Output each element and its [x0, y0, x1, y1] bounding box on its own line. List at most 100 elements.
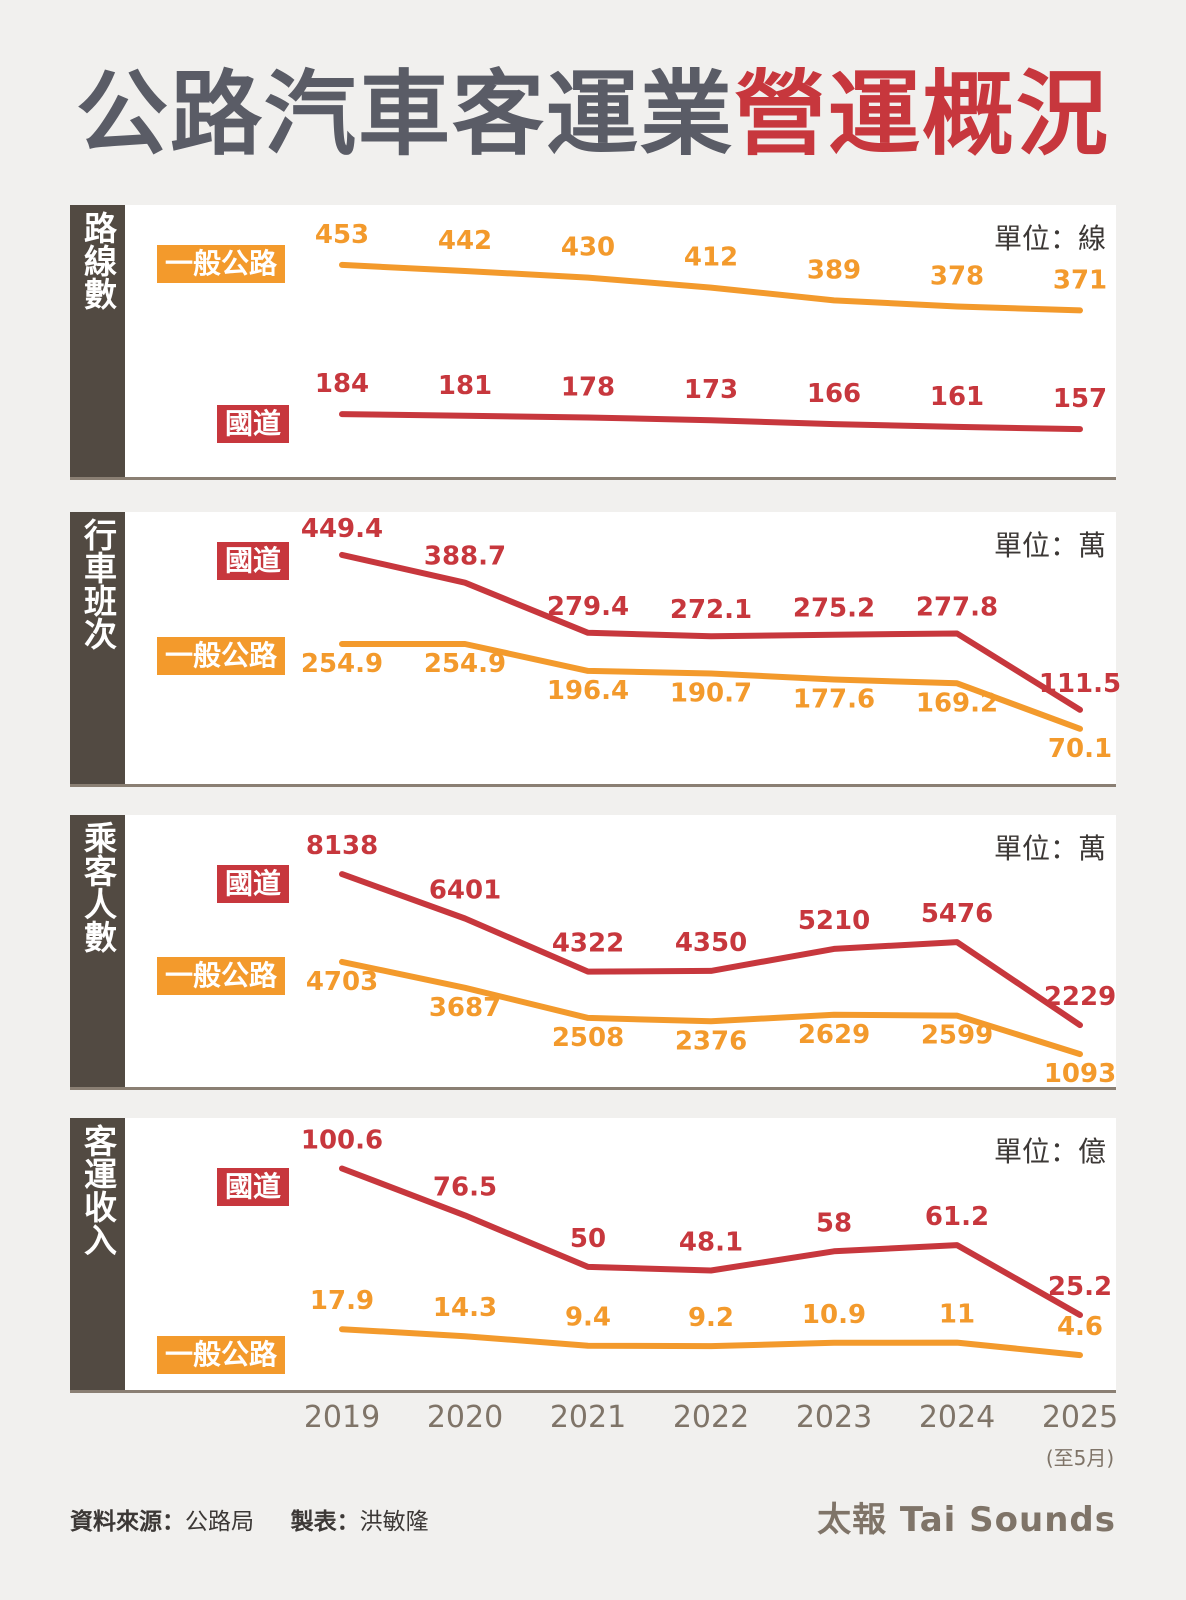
data-label: 76.5	[433, 1172, 497, 1202]
line-chart-passengers: 8138 6401 4322 4350 5210 5476 2229 4703 3687 2508…	[306, 831, 1116, 1089]
data-label: 178	[561, 373, 615, 403]
data-label: 157	[1053, 384, 1107, 414]
series-line-general-road	[339, 641, 1083, 732]
data-label: 25.2	[1048, 1272, 1112, 1302]
unit-label: 單位：億	[993, 1135, 1106, 1168]
panel-route-count: 路線數 單位：線 一般公路 國道 453 442 430 412 389 378 371 18…	[70, 205, 1116, 480]
series-line-freeway	[339, 411, 1083, 433]
data-label: 50	[570, 1224, 606, 1254]
line-chart-trips: 449.4 388.7 279.4 272.1 275.2 277.8 111.5 254.9…	[301, 514, 1121, 764]
data-label: 9.2	[688, 1303, 734, 1333]
unit-label: 單位：萬	[993, 529, 1106, 562]
data-label: 272.1	[670, 595, 752, 625]
data-label: 5210	[798, 906, 870, 936]
data-label: 430	[561, 233, 615, 263]
data-label: 4322	[552, 929, 624, 959]
legend-badge-general-road: 一般公路	[157, 1336, 286, 1374]
data-label: 1093	[1044, 1059, 1116, 1089]
data-label: 10.9	[802, 1300, 866, 1330]
series-line-freeway	[339, 871, 1083, 1029]
data-label: 184	[315, 369, 369, 399]
unit-label: 單位：萬	[993, 832, 1106, 865]
data-label: 275.2	[793, 594, 875, 624]
x-tick-label: 2020	[426, 1400, 504, 1435]
data-label: 388.7	[424, 542, 506, 572]
data-label: 2629	[798, 1020, 870, 1050]
unit-label: 單位：線	[993, 222, 1106, 255]
data-label: 17.9	[310, 1286, 374, 1316]
data-label: 100.6	[301, 1126, 383, 1156]
data-label: 166	[807, 379, 861, 409]
data-label: 196.4	[547, 676, 629, 706]
series-line-general-road	[339, 1326, 1083, 1359]
data-label: 277.8	[916, 593, 998, 623]
data-label: 254.9	[424, 649, 506, 679]
data-label: 5476	[921, 899, 993, 929]
data-label: 177.6	[793, 685, 875, 715]
data-label: 378	[930, 262, 984, 292]
legend-badge-freeway: 國道	[217, 865, 290, 903]
legend-badge-freeway: 國道	[217, 405, 290, 443]
panel-passengers: 乘客人數 單位：萬 國道 一般公路 8138 6401 4322 4350 5210 54…	[70, 815, 1116, 1090]
title-part-2: 營運概況	[734, 61, 1111, 168]
data-label: 11	[939, 1300, 975, 1330]
legend-badge-general-road: 一般公路	[157, 957, 286, 995]
x-tick-label: 2025	[1041, 1400, 1119, 1435]
x-axis-years: 2019 2020 2021 2022 2023 2024 2025 (至5月)	[0, 1400, 1186, 1470]
legend-badge-general-road: 一般公路	[157, 245, 286, 283]
data-label: 4350	[675, 928, 747, 958]
maker-label: 製表：	[290, 1509, 360, 1535]
source-label: 資料來源：	[70, 1509, 185, 1535]
maker-text: 洪敏隆	[359, 1509, 429, 1535]
data-label: 6401	[429, 876, 501, 906]
panel-side-label: 乘客人數	[70, 815, 125, 1087]
data-label: 9.4	[565, 1303, 611, 1333]
source-text: 公路局	[185, 1509, 254, 1535]
panel-revenue: 客運收入 單位：億 國道 一般公路 100.6 76.5 50 48.1 58 61.2 2…	[70, 1118, 1116, 1393]
data-label: 61.2	[925, 1202, 989, 1232]
data-label: 2229	[1044, 982, 1116, 1012]
page-title: 公路汽車客運業營運概況	[0, 55, 1186, 175]
data-label: 58	[816, 1208, 852, 1238]
series-line-general-road	[339, 958, 1083, 1058]
panel-side-label: 行車班次	[70, 512, 125, 784]
legend-badge-freeway: 國道	[217, 542, 290, 580]
data-label: 3687	[429, 993, 501, 1023]
data-label: 442	[438, 226, 492, 256]
title-part-1: 公路汽車客運業	[75, 61, 734, 168]
data-label: 14.3	[433, 1293, 497, 1323]
legend-badge-general-road: 一般公路	[157, 637, 286, 675]
data-label: 190.7	[670, 679, 752, 709]
data-label: 412	[684, 243, 738, 273]
x-tick-label: 2019	[303, 1400, 381, 1435]
panel-side-label: 路線數	[70, 205, 125, 477]
data-label: 254.9	[301, 649, 383, 679]
data-label: 4703	[306, 967, 378, 997]
series-line-freeway	[339, 551, 1083, 713]
legend-badge-freeway: 國道	[217, 1168, 290, 1206]
data-label: 169.2	[916, 688, 998, 718]
data-label: 453	[315, 220, 369, 250]
data-label: 449.4	[301, 514, 383, 544]
data-label: 161	[930, 382, 984, 412]
series-line-general-road	[339, 261, 1083, 314]
data-label: 279.4	[547, 592, 629, 622]
data-label: 8138	[306, 831, 378, 861]
x-tick-note: (至5月)	[1045, 1446, 1115, 1470]
footer-credits: 資料來源：公路局 製表：洪敏隆	[70, 1502, 429, 1536]
data-label: 70.1	[1048, 734, 1112, 764]
x-tick-label: 2023	[795, 1400, 873, 1435]
data-label: 2599	[921, 1021, 993, 1051]
data-label: 173	[684, 375, 738, 405]
line-chart-route-count: 453 442 430 412 389 378 371 184 181 178 173 166 161 1…	[315, 220, 1107, 433]
series-line-freeway	[339, 1165, 1083, 1318]
panel-trips: 行車班次 單位：萬 國道 一般公路 449.4 388.7 279.4 272.1 27…	[70, 512, 1121, 787]
brand-logo: 太報 Tai Sounds	[817, 1500, 1116, 1540]
data-label: 389	[807, 255, 861, 285]
data-label: 2508	[552, 1023, 624, 1053]
x-tick-label: 2024	[918, 1400, 996, 1435]
data-label: 4.6	[1057, 1312, 1103, 1342]
data-label: 111.5	[1039, 669, 1121, 699]
panel-side-label: 客運收入	[70, 1118, 125, 1390]
x-tick-label: 2021	[549, 1400, 627, 1435]
